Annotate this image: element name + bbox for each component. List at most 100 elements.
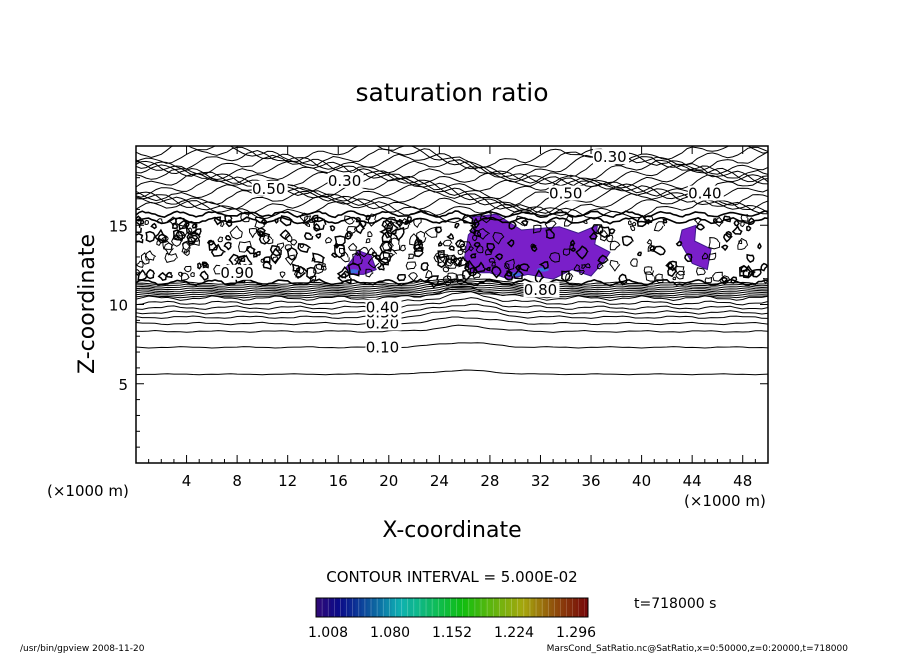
- contour-loop: [570, 239, 576, 246]
- contour-loop: [181, 241, 191, 254]
- contour-loop: [165, 271, 173, 279]
- contour-line: [136, 281, 768, 289]
- contour-loop: [303, 232, 314, 240]
- colorbar-stripe: [397, 598, 402, 617]
- contour-loop: [486, 242, 496, 253]
- contour-label-bg: [220, 264, 257, 280]
- contour-loop: [757, 242, 762, 250]
- contour-label: 0.40: [366, 299, 399, 317]
- contour-loop: [504, 258, 515, 271]
- contour-loop: [649, 245, 656, 251]
- contour-loop: [531, 244, 537, 250]
- contour-loop: [187, 236, 197, 245]
- contour-loop: [295, 265, 308, 278]
- contour-loop: [305, 222, 311, 227]
- y-tick-label: 15: [109, 217, 128, 235]
- contour-loop: [262, 234, 274, 245]
- contour-loop: [312, 252, 326, 264]
- contour-loop: [695, 267, 707, 276]
- x-tick-label: 36: [581, 472, 600, 490]
- contour-loop: [284, 232, 293, 243]
- chart-title: saturation ratio: [355, 78, 548, 107]
- contour-loop: [213, 216, 222, 226]
- contour-loop: [479, 211, 492, 224]
- contour-loop: [379, 240, 393, 253]
- colorbar-stripe: [515, 598, 519, 617]
- colorbar: [315, 598, 589, 617]
- contour-loop: [517, 263, 531, 272]
- contour-line: [136, 278, 768, 287]
- contour-loop: [208, 240, 219, 251]
- contour-loop: [740, 265, 749, 273]
- contour-loop: [279, 271, 286, 279]
- contour-loop: [475, 244, 484, 254]
- contour-label-bg: [365, 339, 402, 355]
- contour-loop: [173, 234, 180, 240]
- contour-loop: [359, 246, 369, 258]
- contour-loop: [409, 233, 420, 246]
- contour-loop: [272, 256, 279, 263]
- colorbar-stripe: [370, 598, 374, 617]
- contour-loop: [338, 247, 345, 255]
- contour-loop: [385, 219, 399, 235]
- contour-loop: [749, 270, 755, 276]
- colorbar-stripe: [379, 598, 383, 617]
- colorbar-stripe: [461, 598, 465, 617]
- contour-loop: [136, 269, 141, 276]
- colorbar-stripe: [470, 598, 474, 617]
- colorbar-stripe: [412, 598, 417, 617]
- contour-loop: [675, 265, 685, 276]
- contour-loop: [228, 253, 240, 268]
- contour-loop: [206, 239, 215, 246]
- colorbar-stripe: [527, 598, 531, 617]
- colorbar-stripe: [424, 598, 429, 617]
- contour-label: 0.80: [524, 281, 557, 299]
- contour-loop: [145, 230, 157, 243]
- contour-loop: [275, 242, 285, 251]
- contour-loop: [365, 268, 374, 278]
- contour-line: [136, 199, 768, 224]
- y-tick-label: 5: [118, 376, 128, 394]
- time-label: t=718000 s: [634, 596, 716, 612]
- contour-loop: [442, 275, 452, 287]
- contour-loop: [150, 222, 158, 230]
- contour-loop: [470, 253, 477, 259]
- contour-loop: [491, 265, 502, 279]
- contour-loop: [562, 248, 571, 256]
- colorbar-stripe: [581, 598, 586, 617]
- colorbar-tick-label: 1.008: [308, 625, 348, 641]
- colorbar-stripe: [584, 598, 589, 617]
- contour-loop: [492, 231, 505, 245]
- contour-loop: [631, 221, 637, 227]
- contour-loop: [413, 243, 423, 253]
- colorbar-stripe: [445, 598, 450, 617]
- contour-loop: [469, 266, 479, 277]
- contour-loop: [299, 243, 305, 249]
- colorbar-stripe: [382, 598, 386, 617]
- contour-loop: [279, 229, 291, 241]
- colorbar-stripe: [334, 598, 338, 617]
- contour-loop: [672, 276, 677, 281]
- contour-label-bg: [327, 172, 364, 188]
- colorbar-stripe: [503, 598, 507, 617]
- colorbar-stripe: [509, 598, 513, 617]
- contour-line: [136, 210, 768, 219]
- colorbar-stripe: [533, 598, 538, 617]
- contour-loop: [286, 247, 299, 261]
- colorbar-stripe: [563, 598, 568, 617]
- contour-loop: [217, 236, 224, 243]
- x-axis-ticks: 4 8 12 16 20 24 28 32 36 40 44 48: [148, 146, 756, 490]
- colorbar-stripe: [491, 598, 495, 617]
- contour-loop: [136, 221, 142, 233]
- contour-loop: [701, 252, 709, 260]
- colorbar-stripe: [518, 598, 522, 617]
- colorbar-stripe: [436, 598, 441, 617]
- contour-label: 0.90: [220, 264, 253, 282]
- contour-loop: [302, 215, 312, 225]
- contour-loop: [575, 245, 589, 260]
- colorbar-stripe: [361, 598, 365, 617]
- colorbar-stripe: [506, 598, 510, 617]
- contour-loop: [254, 216, 266, 230]
- contour-loop: [413, 246, 424, 258]
- contour-loop: [313, 222, 321, 232]
